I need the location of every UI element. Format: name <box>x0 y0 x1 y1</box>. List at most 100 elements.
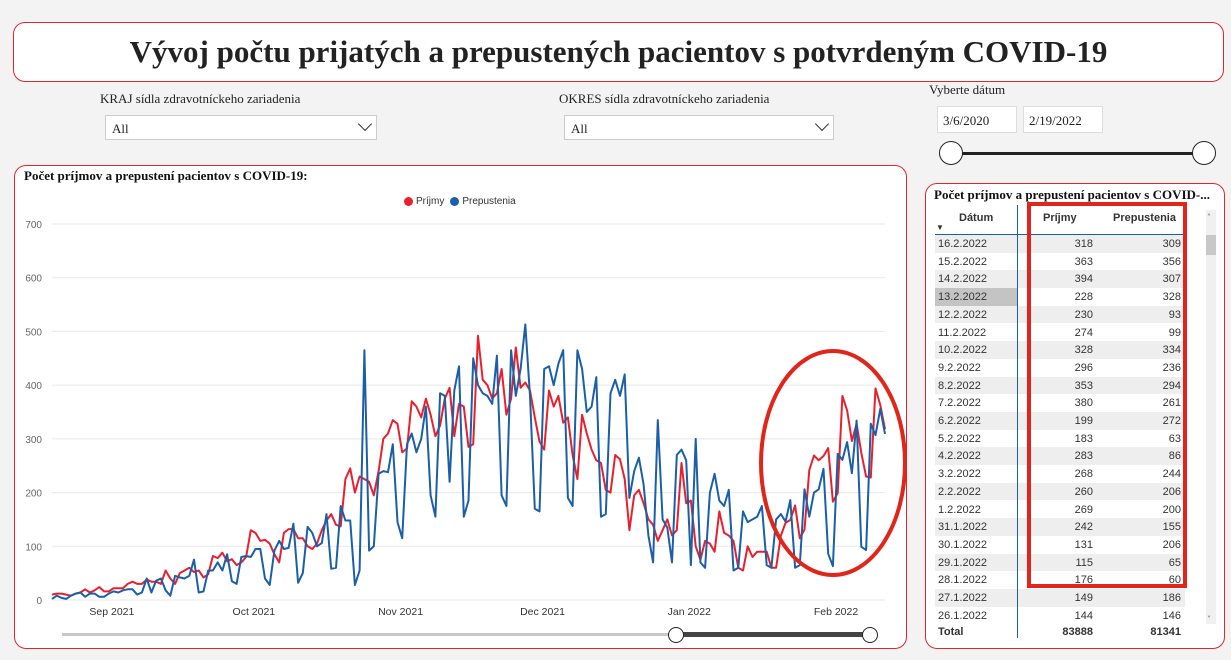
date-slider-track[interactable] <box>951 152 1204 155</box>
table-row[interactable]: 28.1.2022 176 60 <box>935 571 1185 589</box>
column-divider <box>1017 205 1018 638</box>
chart-scroll-track[interactable] <box>62 633 676 636</box>
cell-prijmy: 380 <box>1074 397 1093 410</box>
series-line-prijmy[interactable] <box>51 334 886 597</box>
cell-prepustenia: 200 <box>1162 503 1181 516</box>
table-row[interactable]: 4.2.2022 283 86 <box>935 447 1185 466</box>
cell-prijmy: 394 <box>1074 273 1093 286</box>
cell-prijmy: 183 <box>1074 432 1093 445</box>
date-filter-label: Vyberte dátum <box>929 82 1006 97</box>
y-tick-label: 100 <box>25 542 42 553</box>
cell-prepustenia: 65 <box>1168 556 1181 569</box>
cell-prepustenia: 206 <box>1162 485 1181 498</box>
table-row[interactable]: 1.2.2022 269 200 <box>935 501 1185 519</box>
chart-scroll-end-handle[interactable] <box>862 627 878 643</box>
table-row[interactable]: 7.2.2022 380 261 <box>935 394 1185 412</box>
cell-date: 29.1.2022 <box>938 556 987 569</box>
date-slider-start-handle[interactable] <box>939 141 963 165</box>
legend-label-prijmy: Príjmy <box>416 196 445 207</box>
table-row[interactable]: 27.1.2022 149 186 <box>935 589 1185 607</box>
cell-prepustenia: 307 <box>1162 273 1181 286</box>
cell-prepustenia: 63 <box>1168 432 1181 445</box>
x-tick-label: Oct 2021 <box>233 606 276 618</box>
cell-date: 14.2.2022 <box>938 273 987 286</box>
date-slider-end-handle[interactable] <box>1192 141 1216 165</box>
cell-prijmy: 242 <box>1074 521 1093 534</box>
legend-marker-prepustenia <box>450 197 460 206</box>
cell-prijmy: 260 <box>1074 485 1093 498</box>
cell-prepustenia: 261 <box>1162 397 1181 410</box>
cell-date: 3.2.2022 <box>938 468 981 481</box>
table-row[interactable]: 15.2.2022 363 356 <box>935 253 1185 271</box>
total-prepustenia: 81341 <box>1150 626 1181 638</box>
table-row[interactable]: 31.1.2022 242 155 <box>935 518 1185 536</box>
y-tick-label: 0 <box>36 596 42 607</box>
cell-prepustenia: 60 <box>1168 574 1181 587</box>
table-row[interactable]: 12.2.2022 230 93 <box>935 305 1185 324</box>
y-tick-label: 300 <box>25 435 42 446</box>
table-scrollbar-thumb[interactable] <box>1206 235 1216 255</box>
cell-prepustenia: 155 <box>1162 521 1181 534</box>
cell-prijmy: 353 <box>1074 379 1093 392</box>
table-row[interactable]: 9.2.2022 296 236 <box>935 359 1185 377</box>
date-from-input[interactable]: 3/6/2020 <box>937 106 1017 133</box>
y-tick-label: 500 <box>25 327 42 338</box>
scroll-down-icon[interactable]: ˅ <box>1207 615 1211 624</box>
table-row[interactable]: 8.2.2022 353 294 <box>935 376 1185 395</box>
cell-date: 13.2.2022 <box>935 288 1017 307</box>
series-line-prepustenia[interactable] <box>51 323 886 600</box>
total-prijmy: 83888 <box>1062 626 1093 638</box>
table-scrollbar[interactable]: ˄ ˅ <box>1206 210 1216 624</box>
cell-date: 30.1.2022 <box>938 538 987 551</box>
cell-prijmy: 149 <box>1074 592 1093 604</box>
table-row[interactable]: 5.2.2022 183 63 <box>935 430 1185 448</box>
legend-label-prepustenia: Prepustenia <box>462 196 516 207</box>
table-row[interactable]: 11.2.2022 274 99 <box>935 324 1185 342</box>
column-header-prepustenia[interactable]: Prepustenia <box>1113 212 1176 224</box>
x-tick-label: Jan 2022 <box>668 606 711 618</box>
table-row[interactable]: 6.2.2022 199 272 <box>935 412 1185 430</box>
chart-scroll-range[interactable] <box>676 632 870 637</box>
x-tick-label: Sep 2021 <box>89 606 134 618</box>
cell-prepustenia: 236 <box>1162 361 1181 374</box>
y-tick-label: 700 <box>25 220 42 231</box>
sort-descending-icon[interactable]: ▼ <box>936 223 944 232</box>
cell-prijmy: 230 <box>1074 308 1093 321</box>
table-total-row: Total 83888 81341 <box>935 624 1185 641</box>
chart-legend: Príjmy Prepustenia <box>404 196 516 207</box>
cell-prijmy: 274 <box>1074 326 1093 339</box>
chart-scroll-start-handle[interactable] <box>668 627 684 643</box>
title-banner: Vývoj počtu prijatých a prepustených pac… <box>13 22 1224 82</box>
column-header-datum[interactable]: Dátum <box>959 212 994 224</box>
table-row[interactable]: 29.1.2022 115 65 <box>935 553 1185 572</box>
x-tick-label: Feb 2022 <box>814 606 859 618</box>
table-row[interactable]: 30.1.2022 131 206 <box>935 536 1185 554</box>
cell-date: 31.1.2022 <box>938 521 987 534</box>
total-label: Total <box>938 626 964 638</box>
cell-date: 8.2.2022 <box>938 379 981 392</box>
column-header-prijmy[interactable]: Príjmy <box>1043 212 1077 224</box>
table-row[interactable]: 13.2.2022 228 328 <box>935 288 1185 307</box>
cell-prijmy: 363 <box>1074 255 1093 268</box>
okres-filter-label: OKRES sídla zdravotníckeho zariadenia <box>559 91 770 106</box>
table-row[interactable]: 14.2.2022 394 307 <box>935 270 1185 289</box>
table-row[interactable]: 16.2.2022 318 309 <box>935 235 1185 253</box>
cell-prepustenia: 328 <box>1162 291 1181 304</box>
cell-date: 4.2.2022 <box>938 450 981 463</box>
cell-date: 27.1.2022 <box>938 592 987 604</box>
date-to-input[interactable]: 2/19/2022 <box>1023 106 1103 133</box>
cell-date: 2.2.2022 <box>938 485 981 498</box>
cell-date: 28.1.2022 <box>938 574 987 587</box>
scroll-up-icon[interactable]: ˄ <box>1207 213 1211 222</box>
x-tick-label: Nov 2021 <box>378 606 423 618</box>
table-title: Počet príjmov a prepustení pacientov s C… <box>934 187 1210 202</box>
okres-dropdown[interactable]: All <box>564 115 834 140</box>
cell-prijmy: 131 <box>1074 538 1093 551</box>
table-row[interactable]: 26.1.2022 144 146 <box>935 607 1185 625</box>
cell-prijmy: 115 <box>1075 556 1093 569</box>
table-row[interactable]: 3.2.2022 268 244 <box>935 465 1185 483</box>
x-tick-label: Dec 2021 <box>520 606 565 618</box>
table-row[interactable]: 2.2.2022 260 206 <box>935 482 1185 501</box>
kraj-dropdown[interactable]: All <box>105 115 377 140</box>
table-row[interactable]: 10.2.2022 328 334 <box>935 341 1185 359</box>
